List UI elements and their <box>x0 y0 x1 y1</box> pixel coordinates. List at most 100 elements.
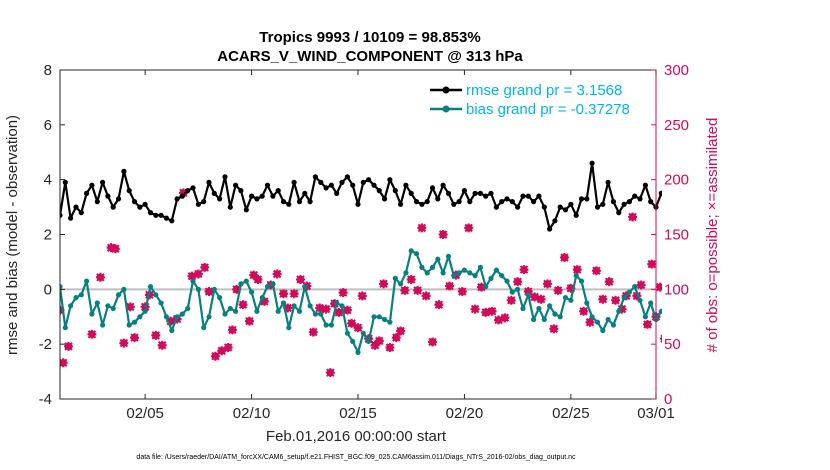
rmse-point <box>344 174 350 180</box>
bias-point <box>637 297 643 303</box>
rmse-point <box>115 196 122 202</box>
obs-assimilated-marker <box>166 316 176 326</box>
bias-point <box>525 292 531 298</box>
obs-assimilated-marker <box>374 336 384 346</box>
bias-point <box>158 300 164 306</box>
bias-point <box>227 305 233 312</box>
obs-assimilated-marker <box>572 265 582 275</box>
obs-assimilated-marker <box>417 223 427 233</box>
bias-point <box>190 278 196 284</box>
bias-point <box>616 308 622 314</box>
rmse-point <box>195 201 201 207</box>
x-tick-label: 03/01 <box>637 405 675 422</box>
rmse-point <box>568 201 574 207</box>
obs-assimilated-marker <box>413 285 423 295</box>
legend-bias-label: bias grand pr = -0.37278 <box>466 101 630 118</box>
obs-assimilated-marker <box>559 253 569 263</box>
obs-assimilated-marker <box>464 223 474 233</box>
bias-point <box>408 248 414 254</box>
obs-assimilated-marker <box>289 289 299 299</box>
bias-point <box>62 325 68 331</box>
rmse-point <box>499 199 505 205</box>
rmse-point <box>302 190 308 196</box>
rmse-point <box>105 193 111 199</box>
obs-assimilated-marker <box>385 342 395 352</box>
bias-point <box>334 300 340 306</box>
rmse-point <box>637 196 643 202</box>
plot-area: 02/05 02/10 02/15 02/20 02/25 03/01 -4 -2 0 2 4 6 8 0… <box>39 62 689 422</box>
bias-point <box>429 264 436 270</box>
obs-assimilated-marker <box>338 288 348 298</box>
y-left-tick-label: 4 <box>44 172 52 189</box>
obs-assimilated-marker <box>421 291 431 301</box>
obs-assimilated-marker <box>642 319 652 329</box>
bias-point <box>126 322 132 328</box>
obs-assimilated-marker <box>279 289 288 299</box>
bias-point <box>211 286 217 292</box>
bias-point <box>94 300 100 306</box>
rmse-point <box>238 188 244 194</box>
obs-assimilated-marker <box>500 313 510 323</box>
bias-point <box>536 305 542 312</box>
obs-assimilated-marker <box>238 300 248 310</box>
rmse-point <box>573 212 579 218</box>
obs-assimilated-marker <box>617 304 627 314</box>
bias-point <box>318 311 324 317</box>
rmse-point <box>233 182 239 188</box>
legend-rmse-marker <box>442 86 450 94</box>
rmse-point <box>429 185 436 191</box>
y-right-tick-label: 0 <box>664 391 672 408</box>
obs-assimilated-marker <box>406 274 416 284</box>
rmse-point <box>419 201 425 207</box>
rmse-point <box>408 190 414 196</box>
bias-point <box>344 330 350 336</box>
obs-assimilated-marker <box>253 274 263 284</box>
obs-assimilated-marker <box>438 230 448 239</box>
rmse-point <box>169 218 175 224</box>
bias-point <box>185 305 191 312</box>
bias-point <box>387 319 393 325</box>
rmse-point <box>366 177 372 183</box>
rmse-point <box>488 190 494 196</box>
bias-point <box>115 292 122 298</box>
bias-point <box>280 300 287 306</box>
bias-point <box>531 316 537 323</box>
rmse-point <box>451 201 457 207</box>
rmse-point <box>578 196 585 202</box>
rmse-point <box>243 207 249 213</box>
rmse-point <box>403 182 409 188</box>
obs-assimilated-marker <box>647 259 657 269</box>
rmse-point <box>562 207 569 213</box>
obs-assimilated-marker <box>628 212 638 222</box>
bias-point <box>509 289 515 295</box>
rmse-point <box>190 185 196 191</box>
bias-point <box>547 303 553 309</box>
chart-title-line-2: ACARS_V_WIND_COMPONENT @ 313 hPa <box>217 48 523 65</box>
obs-assimilated-marker <box>125 302 135 312</box>
legend-box <box>420 78 654 122</box>
bias-point <box>600 327 606 334</box>
bias-point <box>312 311 318 317</box>
obs-assimilated-marker <box>549 324 559 334</box>
y-right-tick-label: 300 <box>664 62 689 79</box>
rmse-point <box>158 212 164 218</box>
obs-assimilated-marker <box>210 351 220 361</box>
bias-point <box>153 292 159 298</box>
bias-point <box>121 286 127 292</box>
obs-assimilated-marker <box>119 338 129 348</box>
obs-assimilated-marker <box>249 270 259 280</box>
rmse-point <box>110 204 116 210</box>
bias-point <box>179 311 185 317</box>
bias-point <box>328 322 334 328</box>
y-left-tick-label: -2 <box>39 336 52 353</box>
rmse-point <box>584 196 590 202</box>
bias-point <box>222 311 228 317</box>
rmse-point <box>536 193 542 199</box>
y-right-tick-label: 50 <box>664 336 681 353</box>
bias-point <box>541 316 547 323</box>
bias-point <box>131 319 138 325</box>
bias-point <box>557 314 563 320</box>
bias-point <box>403 270 409 276</box>
rmse-point <box>270 193 276 199</box>
